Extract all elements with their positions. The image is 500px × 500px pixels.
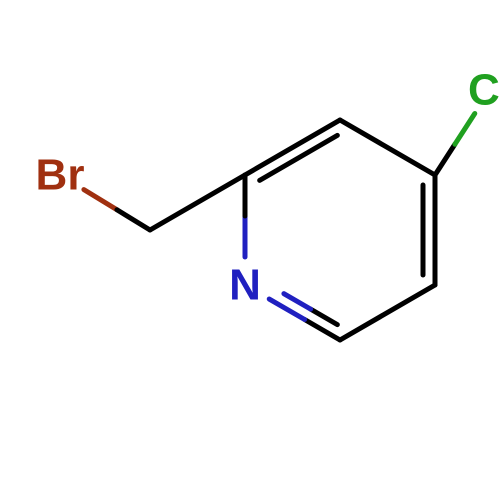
- bond: [340, 285, 435, 340]
- molecule-diagram: Br Cl N: [0, 0, 500, 500]
- bond: [84, 190, 117, 210]
- bond: [245, 120, 340, 175]
- bond: [311, 309, 338, 324]
- cl-atom-label: Cl: [468, 66, 500, 115]
- bond: [340, 120, 435, 175]
- bond: [435, 144, 455, 175]
- bond: [455, 114, 475, 145]
- n-atom-label: N: [229, 261, 261, 310]
- bond: [284, 294, 311, 309]
- bond: [117, 210, 150, 230]
- bond: [150, 175, 245, 230]
- br-atom-label: Br: [36, 151, 85, 200]
